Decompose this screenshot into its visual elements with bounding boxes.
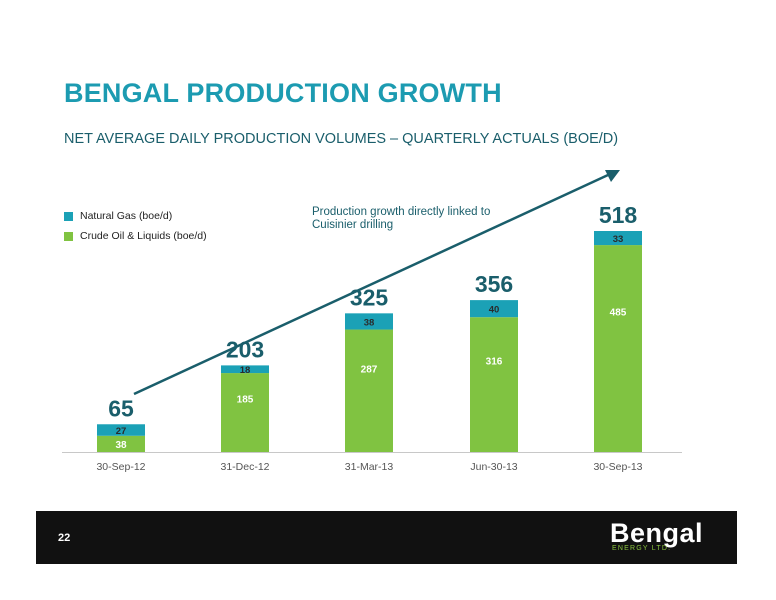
bar-crude-oil bbox=[470, 317, 518, 452]
legend-swatch-crude-oil bbox=[64, 231, 73, 241]
data-label-crude-oil: 185 bbox=[237, 394, 254, 405]
total-label: 203 bbox=[226, 336, 264, 362]
data-label-natural-gas: 33 bbox=[613, 234, 624, 245]
data-label-natural-gas: 38 bbox=[364, 317, 375, 328]
total-label: 65 bbox=[108, 395, 134, 421]
bar-natural-gas bbox=[97, 424, 145, 436]
logo-wordmark: Bengal bbox=[610, 518, 704, 548]
legend-swatch-natural-gas bbox=[64, 211, 73, 221]
data-label-crude-oil: 287 bbox=[361, 365, 378, 376]
footer-bar: 22 Bengal ENERGY LTD. bbox=[36, 511, 737, 564]
logo-subtext: ENERGY LTD. bbox=[612, 545, 672, 552]
data-label-natural-gas: 18 bbox=[240, 365, 251, 376]
bar-crude-oil bbox=[221, 373, 269, 452]
total-label: 518 bbox=[599, 202, 638, 228]
chart-legend: Natural Gas (boe/d) Crude Oil & Liquids … bbox=[64, 209, 207, 249]
x-tick-label: 30-Sep-12 bbox=[96, 461, 145, 473]
x-tick-label: 30-Sep-13 bbox=[593, 461, 642, 473]
bar-natural-gas bbox=[221, 365, 269, 374]
legend-label-natural-gas: Natural Gas (boe/d) bbox=[80, 210, 173, 222]
bar-natural-gas bbox=[594, 231, 642, 246]
data-label-crude-oil: 38 bbox=[115, 440, 127, 451]
data-label-crude-oil: 485 bbox=[610, 307, 627, 318]
legend-label-crude-oil: Crude Oil & Liquids (boe/d) bbox=[80, 230, 207, 242]
data-label-natural-gas: 27 bbox=[116, 426, 127, 437]
production-chart: 38276530-Sep-121851820331-Dec-1228738325… bbox=[62, 170, 682, 473]
chart-subtitle: NET AVERAGE DAILY PRODUCTION VOLUMES – Q… bbox=[64, 131, 619, 147]
x-tick-label: 31-Dec-12 bbox=[220, 461, 269, 473]
bar-crude-oil bbox=[97, 435, 145, 452]
bar-natural-gas bbox=[470, 300, 518, 318]
x-tick-label: Jun-30-13 bbox=[470, 461, 517, 473]
bengal-logo: Bengal ENERGY LTD. bbox=[610, 519, 703, 552]
bar-crude-oil bbox=[594, 245, 642, 452]
total-label: 325 bbox=[350, 284, 389, 310]
legend-item-natural-gas: Natural Gas (boe/d) bbox=[64, 209, 207, 223]
bar-crude-oil bbox=[345, 329, 393, 452]
data-label-crude-oil: 316 bbox=[486, 356, 503, 367]
slide-title: BENGAL PRODUCTION GROWTH bbox=[64, 78, 502, 108]
trend-arrow-line bbox=[133, 173, 609, 396]
data-label-natural-gas: 40 bbox=[489, 305, 500, 316]
total-label: 356 bbox=[475, 271, 513, 297]
x-tick-label: 31-Mar-13 bbox=[345, 461, 394, 473]
growth-annotation: Production growth directly linked to Cui… bbox=[312, 206, 491, 231]
bar-natural-gas bbox=[345, 313, 393, 330]
trend-arrow-head bbox=[605, 170, 620, 182]
page-number: 22 bbox=[58, 532, 71, 544]
legend-item-crude-oil: Crude Oil & Liquids (boe/d) bbox=[64, 229, 207, 243]
